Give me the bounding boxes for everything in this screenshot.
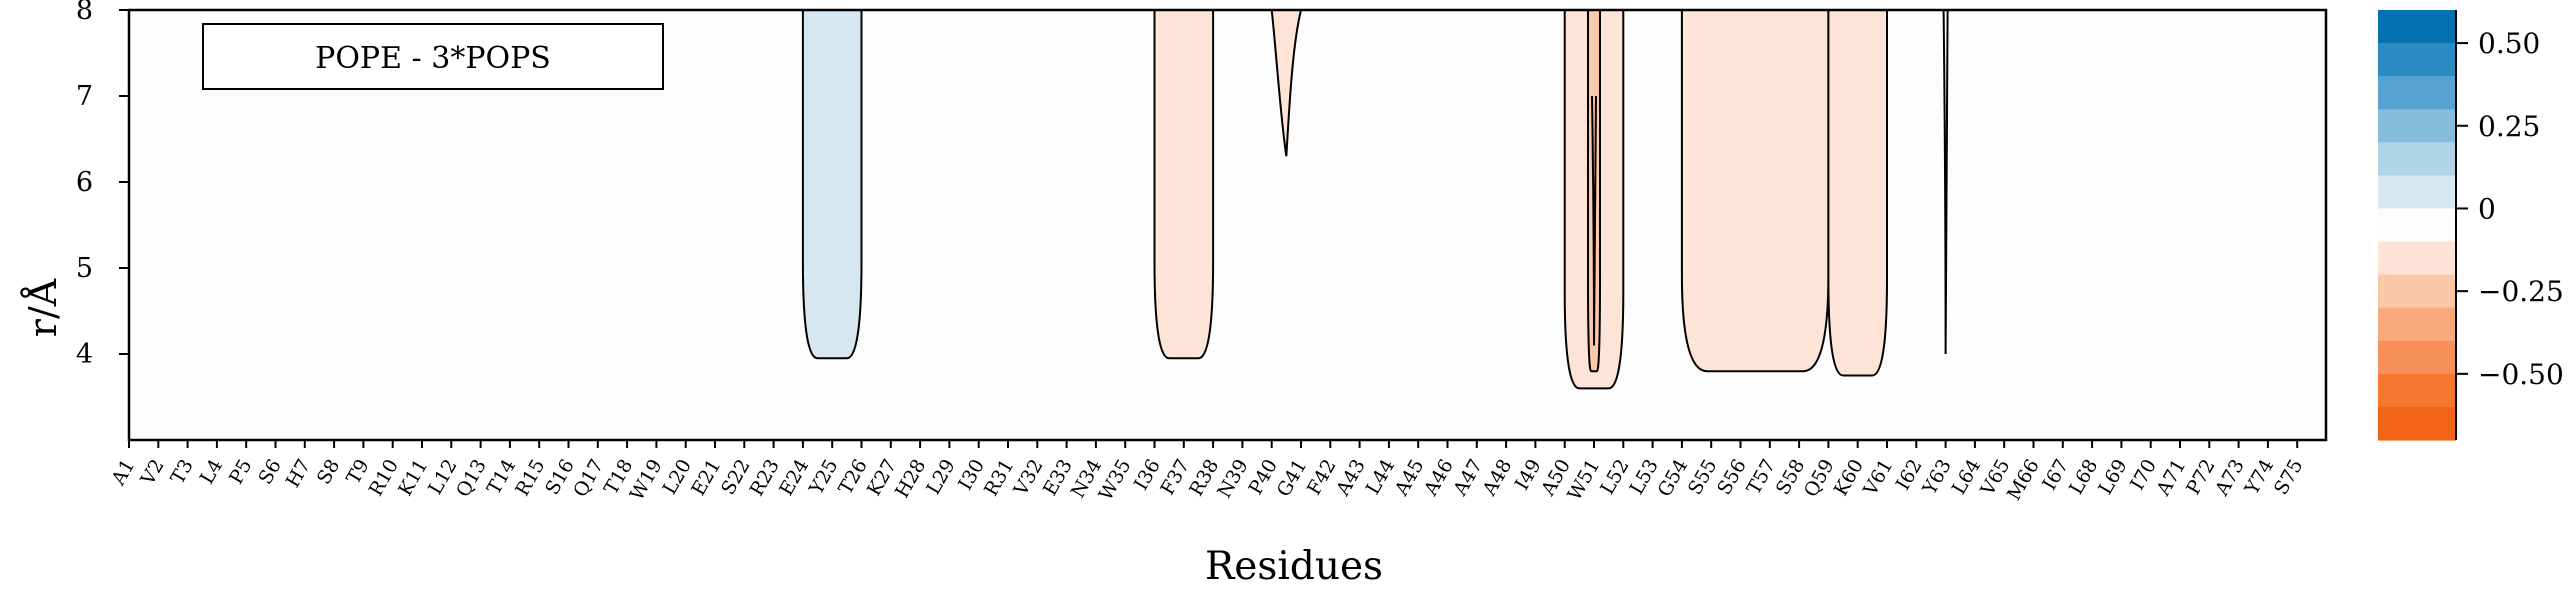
y-tick-label: 4: [76, 339, 93, 370]
colorbar-tick-label: 0: [2478, 192, 2496, 225]
contour-region-7: [1827, 9, 1888, 377]
colorbar-level: [2378, 406, 2456, 441]
colorbar-level: [2378, 307, 2456, 342]
colorbar-tick-label: 0.25: [2478, 110, 2540, 143]
colorbar-level: [2378, 241, 2456, 276]
colorbar-tick-label: −0.50: [2478, 358, 2564, 391]
y-tick-label: 7: [76, 81, 93, 112]
colorbar-tick-label: −0.25: [2478, 275, 2564, 308]
contour-region-6: [1680, 9, 1830, 373]
y-tick-label: 8: [76, 0, 93, 26]
contour-region-2: [1153, 9, 1215, 360]
plot-frame: [127, 8, 2328, 442]
y-tick-label: 5: [76, 253, 93, 284]
colorbar-level: [2378, 109, 2456, 143]
colorbar-level: [2378, 43, 2456, 77]
x-axis-label: Residues: [1205, 544, 1383, 589]
colorbar-level: [2378, 340, 2456, 375]
colorbar-level: [2378, 142, 2456, 176]
colorbar-level: [2378, 175, 2456, 210]
colorbar-level: [2378, 274, 2456, 309]
legend-box-text: POPE - 3*POPS: [315, 41, 551, 76]
y-axis-label: r/Å: [21, 278, 65, 337]
contour-line-W51: [1591, 95, 1597, 346]
y-tick-label: 6: [76, 167, 93, 198]
colorbar: 0.50 0.25 0 −0.25 −0.50: [2378, 10, 2564, 441]
contour-line-Y63: [1942, 9, 1949, 355]
legend-box-frame: [202, 23, 664, 90]
colorbar-tick-label: 0.50: [2478, 27, 2540, 60]
colorbar-level: [2378, 76, 2456, 110]
contour-region-1: [801, 9, 863, 360]
colorbar-level: [2378, 10, 2456, 44]
legend-box: POPE - 3*POPS: [202, 23, 664, 90]
contour-region-3: [1270, 9, 1303, 157]
colorbar-level: [2378, 208, 2456, 243]
colorbar-level: [2378, 373, 2456, 408]
